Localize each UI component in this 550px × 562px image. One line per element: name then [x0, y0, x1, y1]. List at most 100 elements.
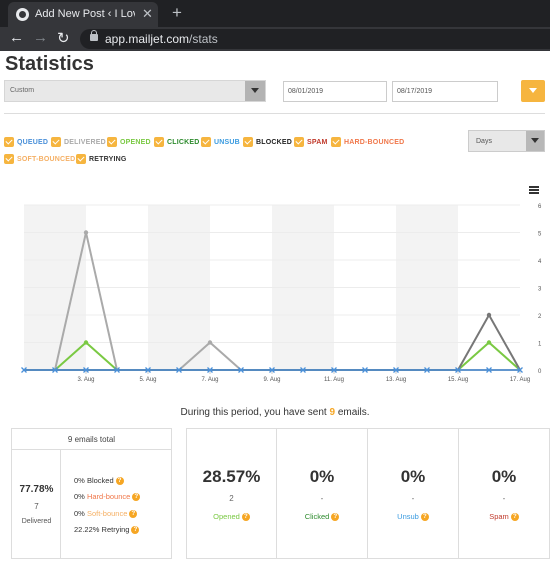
- browser-tab[interactable]: Add New Post ‹ I Love Fr ✕: [8, 2, 158, 27]
- checkbox-checked-icon[interactable]: [76, 154, 86, 164]
- rate-unsub: 0% - Unsub?: [368, 429, 459, 558]
- legend-label: RETRYING: [89, 156, 127, 163]
- point-delivered: [83, 230, 89, 235]
- apply-dates-button[interactable]: [521, 80, 545, 102]
- legend-label: SPAM: [307, 139, 328, 146]
- point-queued: [21, 367, 27, 373]
- checkbox-checked-icon[interactable]: [4, 137, 14, 147]
- chart-menu-icon[interactable]: [529, 186, 539, 194]
- delivered-label: Delivered: [21, 518, 52, 525]
- total-row-retrying: 22.22% Retrying?: [74, 525, 140, 535]
- lock-icon: [90, 30, 98, 41]
- point-queued: [114, 367, 120, 373]
- period-select[interactable]: Custom: [4, 80, 266, 102]
- totals-card: 9 emails total 77.78% 7 Delivered 0% Blo…: [11, 428, 172, 559]
- x-tick-label: 17. Aug: [510, 377, 530, 383]
- new-tab-icon[interactable]: +: [172, 3, 182, 22]
- rate-label: Opened?: [187, 512, 276, 522]
- x-tick-label: 15. Aug: [448, 377, 468, 383]
- url-text: app.mailjet.com/stats: [105, 32, 218, 46]
- point-delivered: [207, 340, 213, 345]
- rate-pct: 0%: [309, 467, 335, 486]
- point-queued: [52, 367, 58, 373]
- point-queued: [269, 367, 275, 373]
- y-tick-label: 0: [538, 369, 542, 375]
- help-icon[interactable]: ?: [129, 510, 138, 519]
- start-date-input[interactable]: 08/01/2019: [283, 81, 387, 102]
- y-tick-label: 2: [538, 314, 542, 320]
- delivered-count: 7: [34, 502, 39, 511]
- checkbox-checked-icon[interactable]: [201, 137, 211, 147]
- rate-label: Spam?: [459, 512, 549, 522]
- help-icon[interactable]: ?: [132, 493, 141, 502]
- address-bar[interactable]: app.mailjet.com/stats: [80, 29, 550, 49]
- checkbox-checked-icon[interactable]: [243, 137, 253, 147]
- x-tick-label: 7. Aug: [201, 377, 218, 383]
- rate-opened: 28.57% 2 Opened?: [187, 429, 277, 558]
- wordpress-icon: [16, 8, 29, 21]
- checkbox-checked-icon[interactable]: [107, 137, 117, 147]
- point-queued: [517, 367, 523, 373]
- point-opened: [486, 340, 492, 345]
- checkbox-checked-icon[interactable]: [154, 137, 164, 147]
- point-queued: [424, 367, 430, 373]
- point-queued: [393, 367, 399, 373]
- help-icon[interactable]: ?: [420, 513, 429, 522]
- period-select-value: Custom: [10, 87, 35, 94]
- tab-title: Add New Post ‹ I Love Fr: [35, 8, 135, 20]
- help-icon[interactable]: ?: [131, 526, 140, 535]
- browser-toolbar: ← → ↻ app.mailjet.com/stats: [0, 27, 550, 51]
- legend-label: OPENED: [120, 139, 151, 146]
- y-tick-label: 4: [538, 259, 542, 265]
- point-queued: [300, 367, 306, 373]
- total-row-soft-bounce: 0% Soft-bounce?: [74, 509, 138, 519]
- rate-pct: 28.57%: [202, 467, 261, 486]
- x-tick-label: 3. Aug: [77, 377, 94, 383]
- legend-label: HARD-BOUNCED: [344, 139, 405, 146]
- point-blocked: [486, 312, 492, 318]
- help-icon[interactable]: ?: [241, 513, 250, 522]
- x-tick-label: 5. Aug: [139, 377, 156, 383]
- page-title: Statistics: [5, 53, 94, 75]
- help-icon[interactable]: ?: [115, 477, 124, 486]
- rate-count: -: [411, 494, 415, 503]
- x-tick-label: 9. Aug: [263, 377, 280, 383]
- point-queued: [331, 367, 337, 373]
- checkbox-checked-icon[interactable]: [331, 137, 341, 147]
- rate-count: -: [320, 494, 324, 503]
- rate-label: Clicked?: [277, 512, 367, 522]
- help-icon[interactable]: ?: [331, 513, 340, 522]
- summary-sentence: During this period, you have sent 9 emai…: [180, 407, 370, 418]
- help-icon[interactable]: ?: [510, 513, 519, 522]
- chevron-down-icon[interactable]: [245, 81, 265, 101]
- rates-card: 28.57% 2 Opened? 0% - Clicked? 0% - Unsub? 0% - Spa…: [186, 428, 550, 559]
- end-date-input[interactable]: 08/17/2019: [392, 81, 498, 102]
- rate-count: -: [502, 494, 506, 503]
- close-tab-icon[interactable]: ✕: [142, 6, 153, 21]
- granularity-value: Days: [476, 138, 492, 145]
- legend-label: UNSUB: [214, 139, 240, 146]
- reload-icon[interactable]: ↻: [57, 30, 70, 47]
- rate-pct: 0%: [491, 467, 517, 486]
- rate-spam: 0% - Spam?: [459, 429, 549, 558]
- browser-tab-bar: Add New Post ‹ I Love Fr ✕ +: [0, 0, 550, 27]
- chevron-down-icon[interactable]: [526, 131, 544, 151]
- sent-count: 9: [329, 407, 336, 418]
- rate-label: Unsub?: [368, 512, 458, 522]
- totals-header: 9 emails total: [12, 429, 171, 450]
- granularity-select[interactable]: Days: [468, 130, 545, 152]
- back-icon[interactable]: ←: [9, 29, 24, 46]
- checkbox-checked-icon[interactable]: [51, 137, 61, 147]
- y-tick-label: 5: [538, 232, 542, 238]
- total-row-blocked: 0% Blocked?: [74, 476, 124, 486]
- forward-icon[interactable]: →: [33, 29, 48, 46]
- stats-line-chart: 0 1 2 3 4 5 6 3. Aug 5. Aug 7. Aug 9. Aug 11. Aug 13…: [21, 204, 542, 383]
- point-queued: [176, 367, 182, 373]
- point-queued: [486, 367, 492, 373]
- y-tick-label: 1: [538, 342, 542, 348]
- checkbox-checked-icon[interactable]: [294, 137, 304, 147]
- point-queued: [145, 367, 151, 373]
- delivered-pct: 77.78%: [19, 484, 54, 495]
- x-tick-label: 13. Aug: [386, 377, 406, 383]
- checkbox-checked-icon[interactable]: [4, 154, 14, 164]
